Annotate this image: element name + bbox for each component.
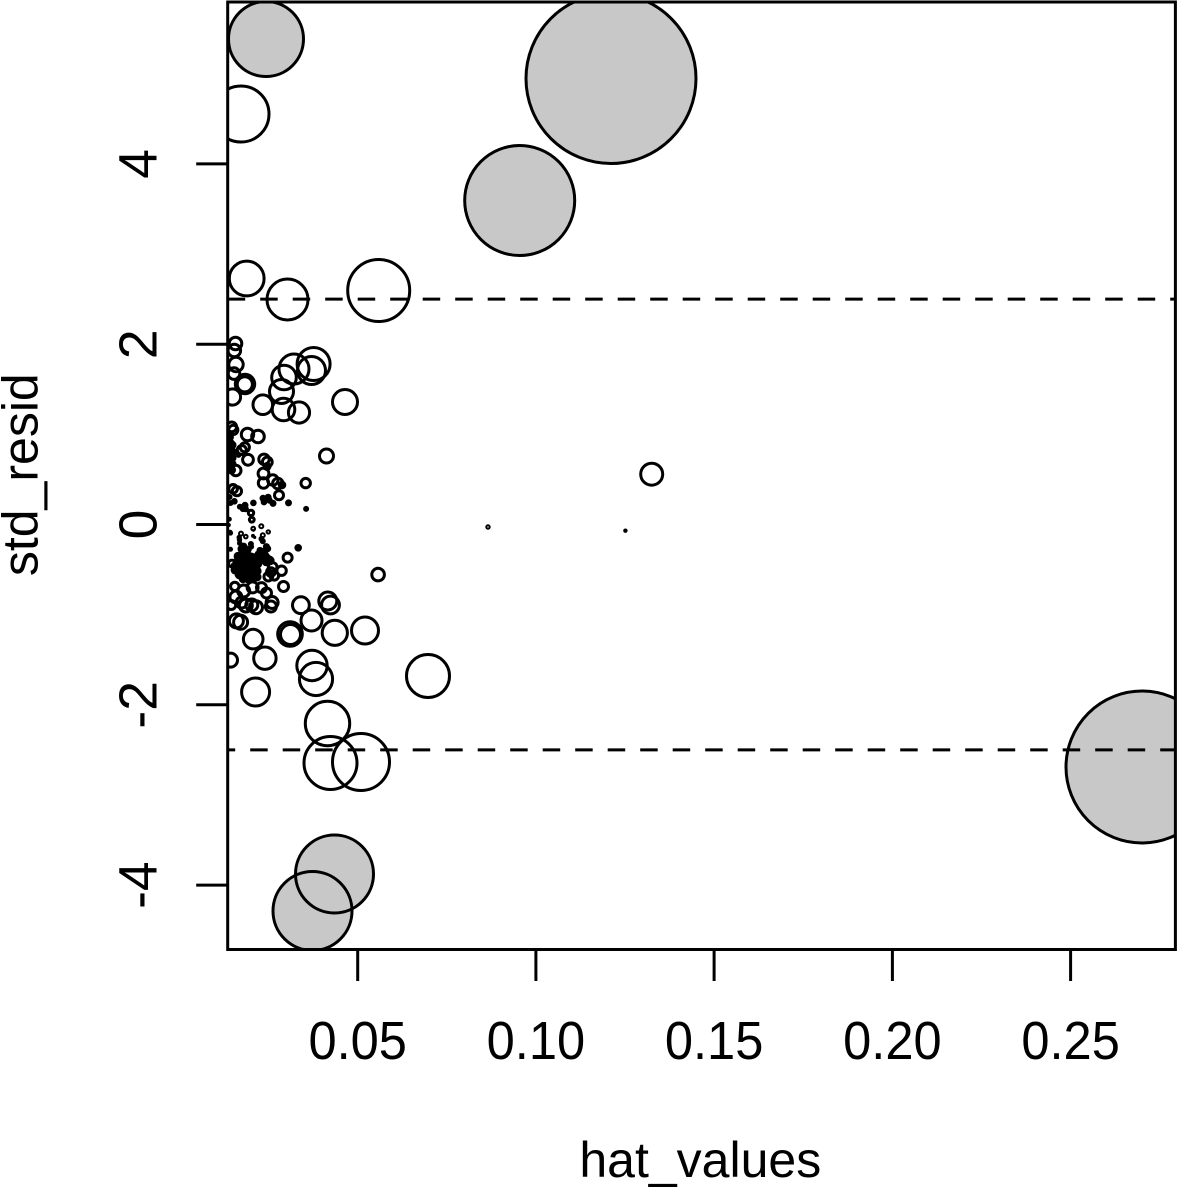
svg-text:0.15: 0.15: [665, 1012, 764, 1071]
svg-text:2: 2: [110, 329, 169, 359]
svg-text:-4: -4: [110, 861, 169, 909]
svg-text:std_resid: std_resid: [0, 373, 49, 576]
svg-text:-2: -2: [110, 681, 169, 729]
svg-text:4: 4: [110, 149, 169, 179]
svg-text:0.25: 0.25: [1021, 1012, 1120, 1071]
svg-text:0.10: 0.10: [487, 1012, 586, 1071]
svg-text:hat_values: hat_values: [579, 1132, 821, 1188]
svg-text:0.20: 0.20: [843, 1012, 942, 1071]
svg-text:0: 0: [110, 510, 169, 540]
svg-text:0.05: 0.05: [308, 1012, 407, 1071]
